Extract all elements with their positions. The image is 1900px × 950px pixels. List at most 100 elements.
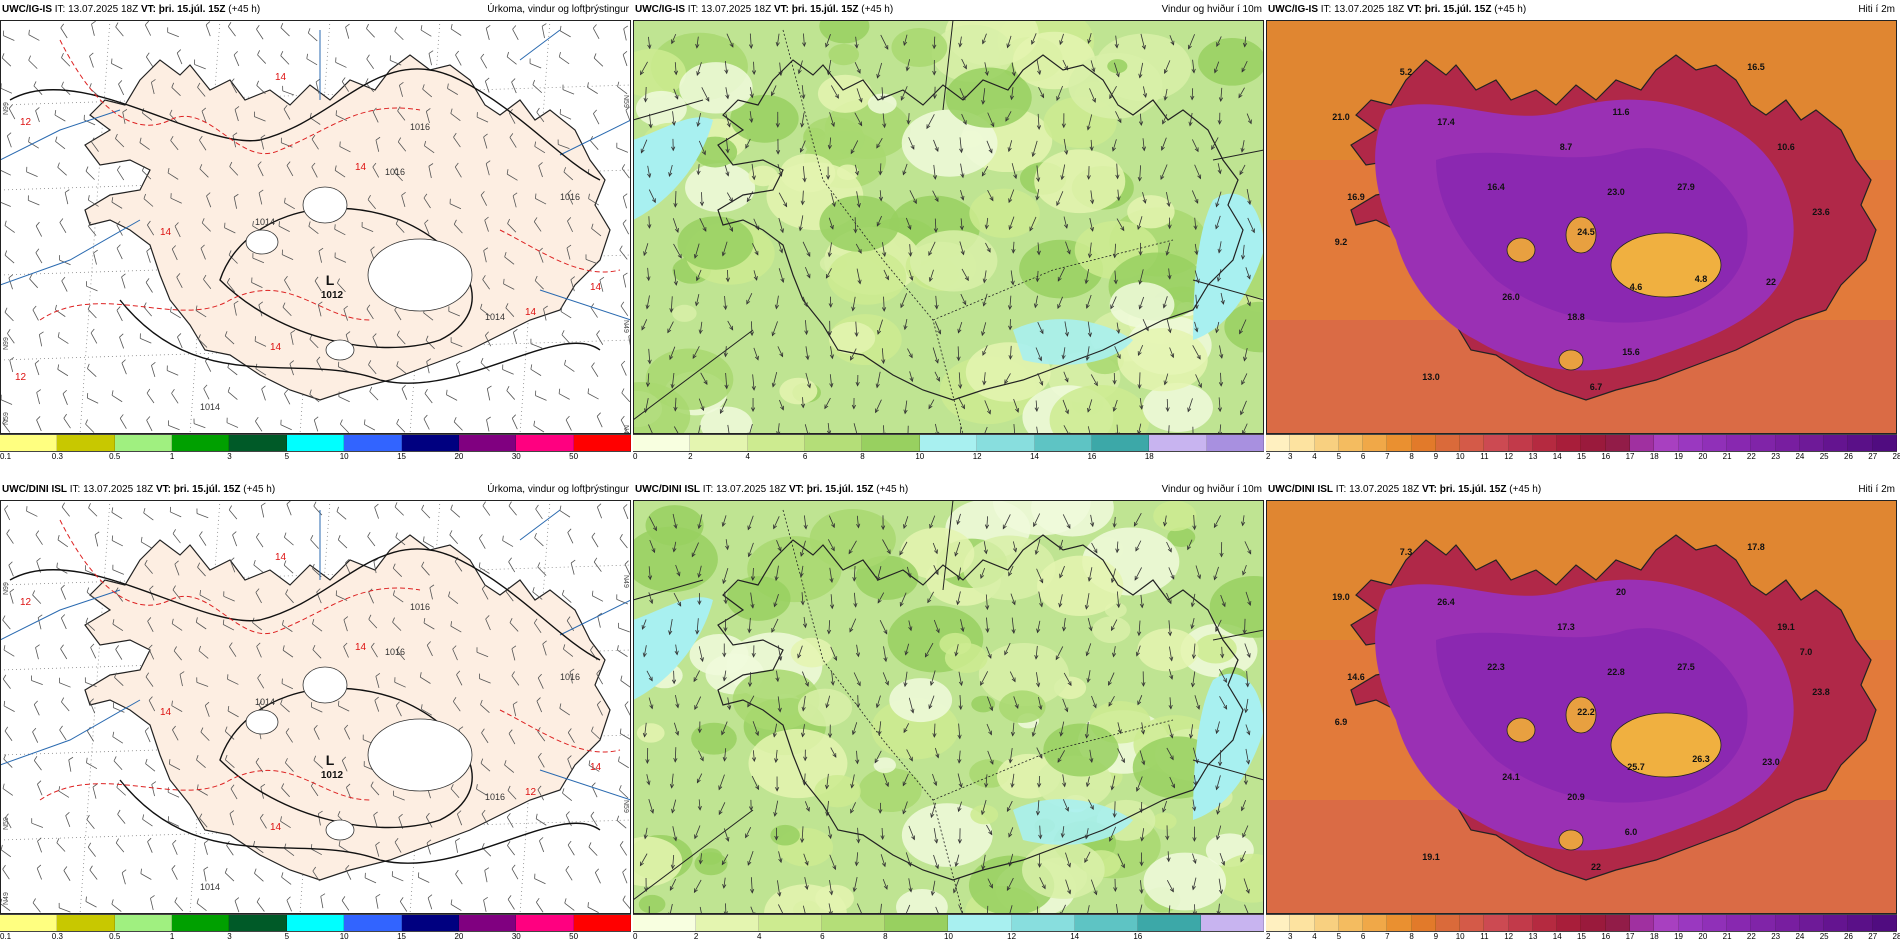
colorbar (633, 434, 1264, 452)
temperature-value: 16.4 (1487, 182, 1505, 192)
precip-contour (499, 229, 621, 273)
graticule-label: N59 (3, 817, 10, 830)
init-time: IT: 13.07.2025 18Z (702, 484, 787, 495)
temperature-value: 6.0 (1625, 827, 1638, 837)
colorbar-segment (1848, 915, 1873, 931)
colorbar-tick-label: 20 (454, 932, 464, 941)
colorbar-segment (885, 915, 949, 931)
temperature-value: 9.2 (1335, 237, 1348, 247)
colorbar-segment (1872, 435, 1897, 451)
precip-label: 12 (20, 597, 32, 608)
colorbar-segment (1460, 435, 1485, 451)
colorbar-segment (573, 435, 631, 451)
colorbar-ticks: 0.1 0.3 0.5 1 3 5 10 15 20 30 50 (0, 932, 631, 944)
colorbar-segment (1727, 915, 1752, 931)
colorbar-tick-label: 12 (1007, 932, 1017, 941)
colorbar-segment (1484, 915, 1509, 931)
colorbar-segment (1848, 435, 1873, 451)
graticule-label: N99 (3, 582, 10, 595)
isobar-label: 1014 (255, 697, 275, 707)
colorbar-tick-label: 1 (169, 452, 175, 461)
init-time: IT: 13.07.2025 18Z (1320, 4, 1405, 15)
colorbar-tick-label: 21 (1722, 932, 1732, 941)
colorbar-segment (1557, 915, 1582, 931)
colorbar-segment (172, 435, 230, 451)
colorbar-segment (458, 435, 517, 451)
temperature-value: 24.5 (1577, 227, 1595, 237)
valid-label: VT: (773, 4, 789, 15)
panel-title: Vindur og hviður í 10m (1161, 484, 1262, 495)
wind-panel: UWC/IG-IS IT: 13.07.2025 18Z VT: þri. 15… (633, 0, 1264, 465)
temperature-value: 19.1 (1777, 622, 1795, 632)
colorbar-tick-label: 28 (1892, 932, 1900, 941)
isobar (9, 548, 601, 661)
colorbar-segment (573, 915, 631, 931)
precip-label: 12 (525, 787, 537, 798)
precip-contour (59, 519, 421, 634)
colorbar-segment (286, 915, 345, 931)
temp-map: 5.2 16.5 21.0 17.4 11.6 8.7 10.6 16.9 16.4 23.0 27… (1266, 20, 1897, 434)
colorbar-segment (948, 915, 1012, 931)
colorbar-segment (1678, 435, 1703, 451)
colorbar-tick-label: 10 (944, 932, 953, 941)
model-name: UWC/DINI ISL (1268, 484, 1333, 495)
colorbar-tick-label: 6 (802, 452, 808, 461)
precip-label: 14 (275, 552, 287, 563)
colorbar-tick-label: 20 (454, 452, 464, 461)
colorbar-segment (1557, 435, 1582, 451)
colorbar-segment (229, 915, 287, 931)
colorbar-tick-label: 14 (1030, 452, 1039, 461)
colorbar-tick-label: 0.3 (51, 932, 63, 941)
colorbar-ticks: 0.1 0.3 0.5 1 3 5 10 15 20 30 50 (0, 452, 631, 464)
temperature-value: 20 (1616, 587, 1626, 597)
colorbar-segment (1074, 915, 1138, 931)
precip-contour (59, 39, 421, 154)
colorbar-segment (458, 915, 517, 931)
colorbar-tick-label: 4 (745, 452, 750, 461)
colorbar-segment (1034, 435, 1092, 451)
colorbar-tick-label: 27 (1868, 932, 1878, 941)
graticule-label: N59 (622, 800, 629, 813)
precip-label: 12 (20, 117, 32, 128)
colorbar-tick-label: 8 (883, 932, 888, 941)
glacier (1506, 717, 1536, 743)
colorbar-segment (1387, 435, 1412, 451)
colorbar-tick-label: 13 (1528, 452, 1538, 461)
temperature-value: 13.0 (1422, 372, 1440, 382)
colorbar-segment (516, 435, 574, 451)
precip-contour (39, 769, 371, 801)
glacier (245, 229, 279, 255)
colorbar-segment (1508, 915, 1533, 931)
graticule-label: N99 (3, 337, 10, 350)
graticule-label: N59 (3, 412, 10, 425)
precip-label: 12 (15, 372, 27, 383)
colorbar-tick-label: 25 (1819, 932, 1829, 941)
colorbar-segment (1149, 435, 1207, 451)
panel-header: UWC/DINI ISL IT: 13.07.2025 18Z VT: þri.… (1266, 480, 1897, 500)
colorbar-segment (1775, 915, 1800, 931)
colorbar-tick-label: 11 (1480, 932, 1489, 941)
colorbar-tick-label: 17 (1625, 932, 1635, 941)
colorbar-tick-label: 0.5 (109, 932, 121, 941)
colorbar-segment (1363, 435, 1388, 451)
colorbar (0, 434, 631, 452)
temperature-value: 22.8 (1607, 667, 1625, 677)
colorbar-tick-label: 25 (1819, 452, 1829, 461)
valid-time: þri. 15.júl. 15Z (1424, 4, 1492, 15)
colorbar-segment (1411, 435, 1436, 451)
low-pressure-value: 1012 (321, 290, 344, 301)
strong-wind-area (1193, 193, 1264, 340)
colorbar-tick-label: 26 (1844, 932, 1853, 941)
colorbar-tick-label: 0.5 (109, 452, 121, 461)
colorbar-tick-label: 9 (1433, 452, 1439, 461)
colorbar-segment (1702, 435, 1728, 451)
colorbar-tick-label: 12 (1504, 452, 1514, 461)
colorbar-ticks: 2 3 4 5 6 7 8 9 10 11 12 13 14 15 16 17 18 19 20 21 22 23 24 25… (1266, 932, 1900, 944)
colorbar-tick-label: 4 (756, 932, 762, 941)
colorbar-segment (1751, 915, 1776, 931)
valid-time: þri. 15.júl. 15Z (1439, 484, 1507, 495)
colorbar-segment (633, 435, 691, 451)
colorbar-tick-label: 24 (1795, 932, 1805, 941)
temperature-value: 22 (1591, 862, 1601, 872)
colorbar-ticks: 0 2 4 6 8 10 12 14 16 18 (633, 452, 1264, 464)
